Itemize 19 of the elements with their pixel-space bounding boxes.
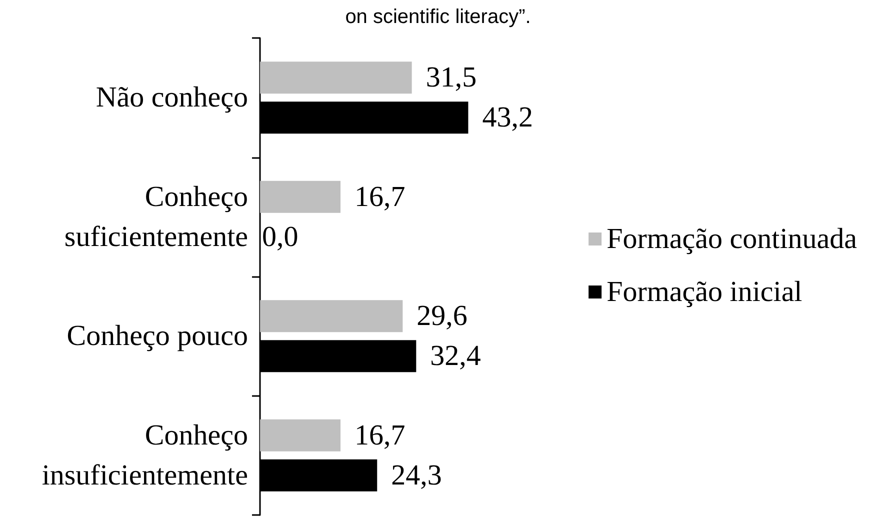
data-label: 24,3 (391, 459, 442, 492)
legend-label: Formação continuada (606, 223, 858, 255)
y-tick-label: Não conheço (96, 82, 248, 114)
data-label: 31,5 (426, 62, 477, 94)
bar (260, 180, 340, 213)
y-tick-label: Conheço pouco (66, 320, 248, 352)
y-tick-label: Conheço suficientemente (64, 180, 248, 253)
data-label: 29,6 (416, 300, 468, 332)
data-label: 16,7 (354, 419, 406, 452)
bar (260, 419, 340, 452)
bar (260, 300, 403, 332)
y-tick-label: Conheço insuficientemente (42, 419, 248, 492)
legend-label: Formação inicial (606, 276, 802, 308)
data-label: 32,4 (430, 340, 482, 372)
data-label: 0,0 (262, 220, 298, 253)
data-label: 16,7 (354, 180, 406, 213)
bar (260, 62, 412, 94)
chart-title: on scientific literacy”. (345, 6, 531, 28)
data-label: 43,2 (482, 102, 533, 134)
